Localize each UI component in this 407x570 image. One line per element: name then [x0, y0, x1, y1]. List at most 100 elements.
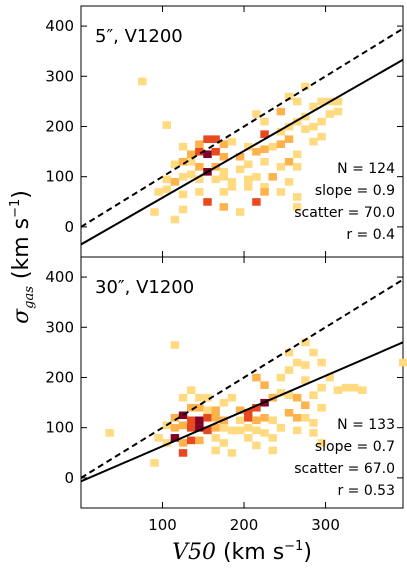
heatmap-cell — [252, 373, 261, 382]
stat-scatter-bottom: scatter = 67.0 — [294, 461, 395, 477]
heatmap-cell — [284, 157, 294, 166]
heatmap-cell — [260, 145, 269, 154]
heatmap-cell — [260, 157, 269, 166]
heatmap-cell — [292, 203, 302, 211]
heatmap-cell — [227, 426, 237, 435]
heatmap-cell — [244, 183, 253, 191]
heatmap-cell — [284, 348, 294, 357]
heatmap-cell — [292, 97, 302, 106]
heatmap-cell — [301, 82, 310, 91]
heatmap-cell — [219, 140, 229, 148]
heatmap-cell — [186, 150, 196, 159]
heatmap-cell — [292, 150, 302, 159]
stat-n-top: N = 124 — [337, 161, 395, 177]
heatmap-cell — [195, 393, 204, 402]
heatmap-cell — [203, 135, 212, 143]
panel-title-top: 5″, V1200 — [95, 26, 183, 47]
heatmap-cell — [235, 165, 245, 174]
stat-r-bottom: r = 0.53 — [337, 483, 395, 499]
y-tick-label: 400 — [45, 268, 74, 286]
heatmap-cell — [268, 446, 277, 455]
heatmap-cell — [260, 183, 269, 191]
heatmap-cell — [252, 416, 261, 425]
heatmap-cell — [219, 203, 229, 211]
heatmap-cell — [170, 434, 180, 442]
heatmap-cell — [105, 429, 114, 437]
heatmap-cell — [244, 414, 253, 422]
heatmap-cell — [186, 170, 196, 179]
heatmap-cell — [260, 414, 269, 422]
heatmap-cell — [227, 449, 237, 457]
heatmap-cell — [219, 439, 229, 447]
stat-slope-bottom: slope = 0.7 — [315, 439, 395, 455]
heatmap-cell — [268, 416, 277, 425]
heatmap-cell — [235, 416, 245, 425]
heatmap-cell — [235, 208, 245, 216]
heatmap-cell — [195, 175, 204, 184]
heatmap-cell — [276, 424, 286, 432]
heatmap-cell — [284, 135, 294, 143]
heatmap-cell — [244, 424, 253, 432]
heatmap-cell — [325, 110, 335, 118]
heatmap-cell — [244, 408, 253, 417]
heatmap-cell — [301, 361, 310, 369]
heatmap-cell — [178, 173, 188, 181]
heatmap-cell — [219, 188, 229, 196]
heatmap-cell — [211, 414, 220, 422]
heatmap-cell — [170, 178, 180, 186]
heatmap-cell — [252, 147, 261, 156]
y-tick-label: 400 — [45, 17, 74, 35]
heatmap-cell — [195, 188, 204, 196]
heatmap-cell — [219, 398, 229, 407]
heatmap-cell — [211, 135, 220, 143]
heatmap-cell — [170, 424, 180, 432]
heatmap-cell — [186, 386, 196, 394]
stat-slope-top: slope = 0.9 — [315, 183, 395, 199]
heatmap-cell — [178, 190, 188, 199]
heatmap-cell — [309, 429, 318, 437]
heatmap-cell — [186, 416, 196, 425]
heatmap-cell — [341, 383, 351, 392]
heatmap-cell — [211, 424, 220, 432]
heatmap-cell — [219, 424, 229, 432]
heatmap-cell — [244, 160, 253, 169]
heatmap-cell — [186, 157, 196, 166]
heatmap-cell — [178, 205, 188, 214]
heatmap-cell — [276, 373, 286, 382]
heatmap-cell — [284, 92, 294, 101]
ticks-bottom: 0 100 200 300 400 100 200 300 — [45, 257, 403, 534]
heatmap-cell — [203, 393, 212, 402]
heatmap-cell — [309, 391, 318, 399]
heatmap-cell — [227, 183, 237, 191]
heatmap-cell — [138, 77, 147, 86]
y-axis-label: σgas (km s−1) — [8, 190, 37, 324]
heatmap-cell — [309, 122, 318, 131]
heatmap-cell — [284, 366, 294, 374]
heatmap-cell — [244, 175, 253, 184]
heatmap-cell — [154, 434, 163, 442]
heatmap-cell — [170, 341, 180, 349]
heatmap-cell — [195, 163, 204, 171]
heatmap-cell — [252, 403, 261, 412]
heatmap-cell — [244, 142, 253, 151]
heatmap-cell — [219, 173, 229, 181]
heatmap-cell — [268, 173, 277, 181]
y-tick-label: 200 — [45, 117, 74, 135]
heatmap-cell — [276, 127, 286, 136]
heatmap-cell — [284, 408, 294, 417]
one-to-one-dashed-line — [81, 278, 403, 479]
heatmap-cell — [276, 388, 286, 397]
heatmap-cell — [252, 426, 261, 435]
heatmap-cell — [203, 198, 212, 206]
heatmap-cell — [260, 188, 269, 196]
heatmap-cell — [178, 393, 188, 402]
heatmap-cell — [325, 373, 335, 382]
heatmap-cell — [170, 414, 180, 422]
trend-lines-bottom — [81, 278, 403, 483]
heatmap-cell — [398, 358, 407, 367]
heatmap-cell — [211, 406, 220, 415]
x-tick-label: 300 — [311, 516, 340, 534]
panel-title-bottom: 30″, V1200 — [95, 277, 194, 298]
heatmap-cell — [292, 358, 302, 367]
